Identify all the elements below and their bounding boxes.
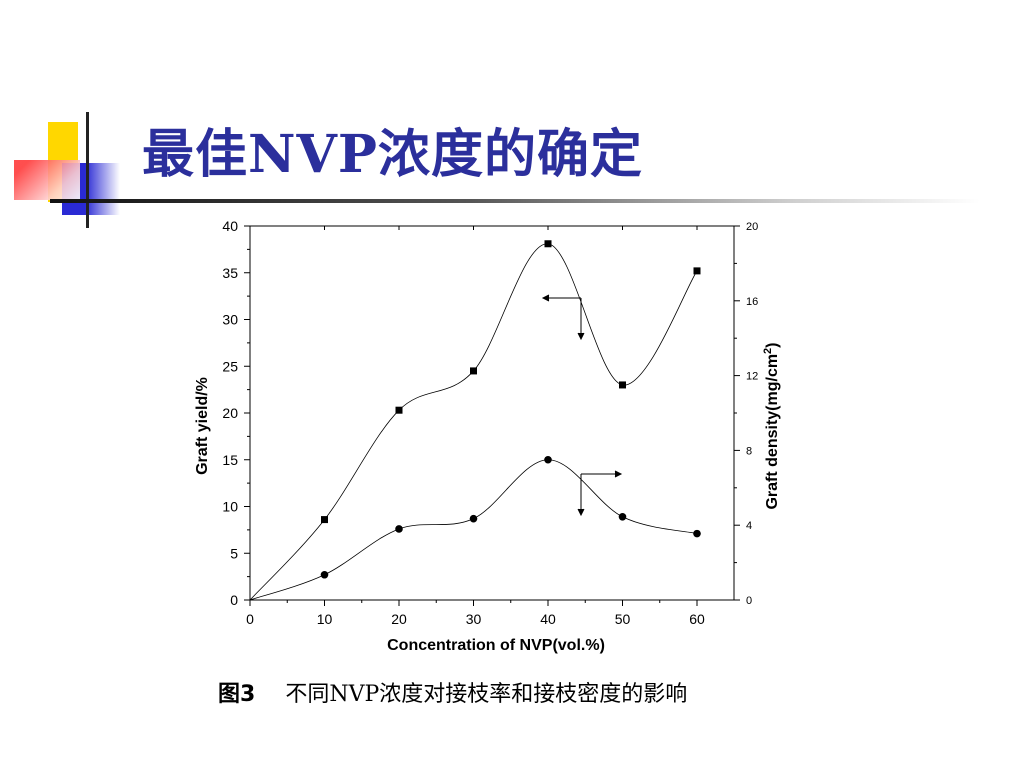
series-curves [249,243,698,601]
x-tick-label: 0 [246,611,254,627]
y-tick-label: 0 [230,592,238,608]
y2-tick-label: 12 [746,371,758,383]
series-1-point [395,406,403,414]
deco-vertical-line [86,112,89,228]
y-tick-label: 25 [222,358,238,374]
y-tick-label: 10 [222,499,238,515]
series-2-point [469,514,478,523]
deco-horizontal-line [50,199,980,203]
series-1-point [544,240,552,248]
series-2-point [618,512,627,521]
y-tick-label: 15 [222,452,238,468]
x-tick-label: 50 [615,611,631,627]
series-1-point [321,516,328,524]
deco-red-block [14,160,80,200]
x-tick-label: 10 [317,611,333,627]
y2-tick-label: 16 [746,296,758,308]
series-2-point [693,529,701,538]
y2-axis-label: Graft density(mg/cm2) [762,342,781,509]
y-tick-label: 40 [222,218,238,234]
series-2-curve [249,459,698,601]
series-1-point [619,381,626,389]
x-axis-label: Concentration of NVP(vol.%) [387,637,605,654]
series-2-point [544,455,552,464]
x-tick-label: 60 [689,611,705,627]
series-2-point [320,570,329,579]
y-axis-right: 0 4 8 12 16 20 [734,221,758,607]
x-axis: 0 10 20 30 40 50 60 [246,226,705,627]
x-tick-label: 30 [466,611,482,627]
y2-tick-label: 0 [746,595,752,607]
y2-tick-label: 4 [746,520,752,532]
y-tick-label: 5 [230,545,238,561]
arrow-to-left-axis [541,294,585,341]
series-1-point [693,267,701,275]
plot-frame [249,225,735,601]
series-1-curve [249,243,698,601]
arrow-to-right-axis [577,470,623,517]
x-tick-label: 40 [540,611,556,627]
series-markers [320,240,701,579]
figure-label: 图3 [218,682,256,707]
chart: 0 10 20 30 40 50 60 0 5 10 15 20 25 30 35 40 0 4 8 12 16 20… [194,218,781,654]
y-tick-label: 35 [222,265,238,281]
y-axis-label: Graft yield/% [194,377,211,475]
figure-caption: 图3 不同NVP浓度对接枝率和接枝密度的影响 [218,676,687,708]
caption-text: 不同NVP浓度对接枝率和接枝密度的影响 [285,682,688,707]
y2-tick-label: 20 [746,221,758,233]
y2-tick-label: 8 [746,445,752,457]
y-tick-label: 30 [222,312,238,328]
series-1-point [470,367,477,375]
series-2-point [395,525,403,533]
y-tick-label: 20 [222,405,238,421]
x-tick-label: 20 [391,611,407,627]
y-axis-left: 0 5 10 15 20 25 30 35 40 [222,218,250,608]
slide-title: 最佳NVP浓度的确定 [142,124,643,185]
